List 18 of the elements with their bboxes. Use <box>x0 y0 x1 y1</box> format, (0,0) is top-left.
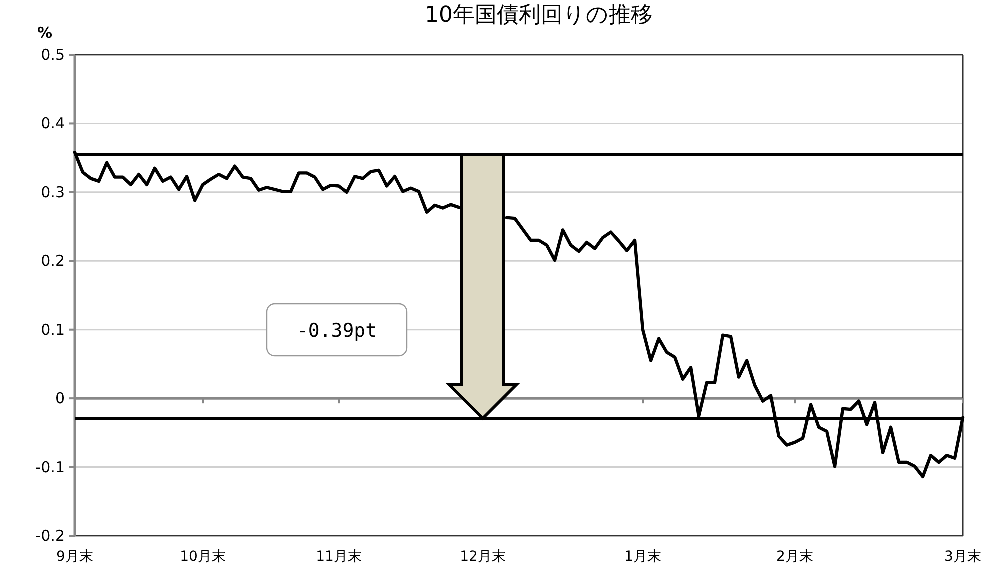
x-tick-label: 9月末 <box>56 549 94 565</box>
x-tick-label: 11月末 <box>316 549 362 565</box>
y-tick-label: 0.1 <box>41 320 65 339</box>
y-tick-label: 0.2 <box>41 252 65 270</box>
y-axis-title: % <box>37 24 53 42</box>
x-tick-label: 10月末 <box>180 549 226 565</box>
annotation: -0.39pt <box>296 320 378 342</box>
y-tick-label: 0.5 <box>41 46 65 64</box>
y-tick-label: 0.4 <box>41 114 65 133</box>
x-tick-label: 1月末 <box>624 549 662 565</box>
x-tick-label: 3月末 <box>944 549 982 565</box>
y-tick-label: -0.2 <box>36 527 65 545</box>
x-tick-label: 12月末 <box>460 549 506 565</box>
y-tick-label: 0 <box>55 390 65 408</box>
y-tick-label: -0.1 <box>36 458 65 476</box>
x-tick-label: 2月末 <box>776 549 814 565</box>
chart-title: 10年国債利回りの推移 <box>425 3 653 28</box>
y-tick-label: 0.3 <box>41 183 65 202</box>
